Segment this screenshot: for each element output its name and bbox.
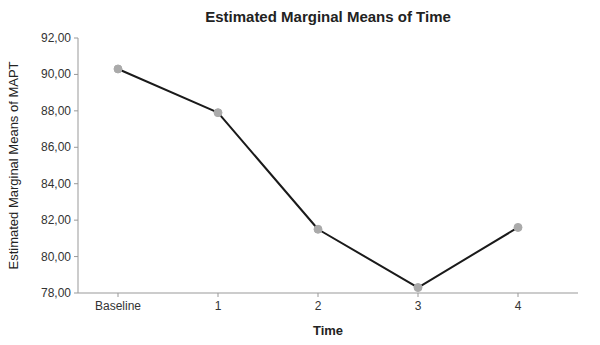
y-tick [74,147,78,148]
y-tick-label: 90,00 [41,67,71,81]
y-tick-label: 78,00 [41,286,71,300]
x-tick [118,293,119,297]
data-point [214,109,222,117]
plot-area [114,65,522,292]
x-tick-label: 3 [415,299,422,313]
x-tick-label: 4 [515,299,522,313]
x-tick-label: Baseline [95,299,141,313]
data-point [114,65,122,73]
x-tick [418,293,419,297]
y-tick [74,220,78,221]
x-tick [518,293,519,297]
data-point [414,284,422,292]
y-tick-label: 86,00 [41,140,71,154]
y-tick [74,183,78,184]
chart-svg: Baseline 1 2 3 4 78,00 80,00 82,00 84,00 86,00 88,… [0,0,600,345]
chart-title: Estimated Marginal Means of Time [205,8,451,25]
x-axis-line [78,293,578,294]
data-point [314,225,322,233]
y-axis-line [78,38,79,293]
y-tick-label: 88,00 [41,104,71,118]
y-tick [74,256,78,257]
y-tick [74,38,78,39]
y-tick-label: 92,00 [41,31,71,45]
y-tick [74,110,78,111]
y-tick-label: 80,00 [41,250,71,264]
y-tick-label: 82,00 [41,213,71,227]
x-tick-label: 1 [215,299,222,313]
x-tick-label: 2 [315,299,322,313]
y-tick [74,293,78,294]
chart-container: Baseline 1 2 3 4 78,00 80,00 82,00 84,00 86,00 88,… [0,0,600,345]
y-axis-label: Estimated Marginal Means of MAPT [6,61,21,269]
y-tick-label: 84,00 [41,177,71,191]
data-line [118,69,518,288]
y-tick [74,74,78,75]
x-tick [218,293,219,297]
data-point [514,223,522,231]
x-axis-label: Time [313,323,343,338]
x-tick [318,293,319,297]
